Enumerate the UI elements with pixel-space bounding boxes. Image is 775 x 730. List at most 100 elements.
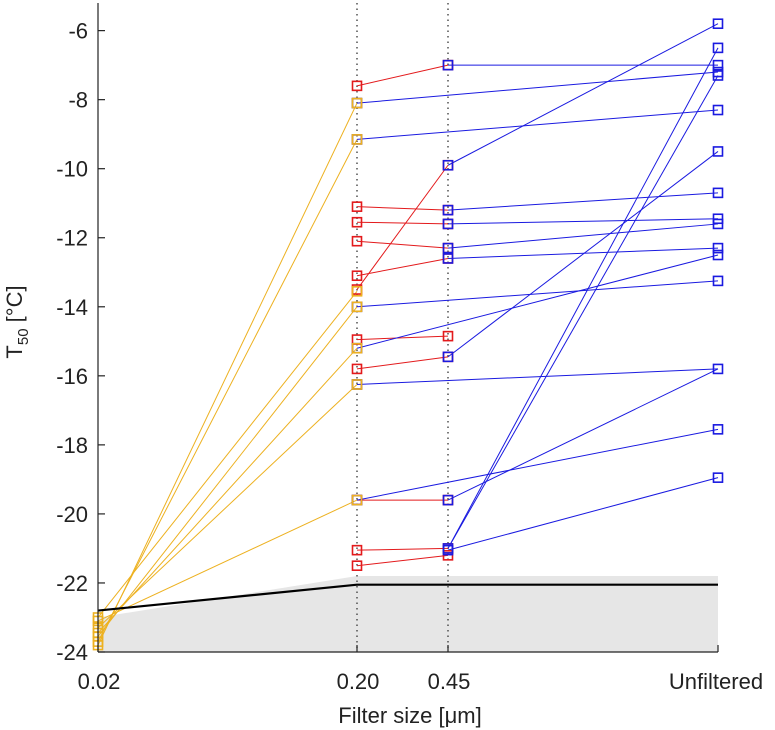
series-segment bbox=[447, 218, 719, 225]
x-tick-label: 0.02 bbox=[78, 669, 121, 694]
data-point-marker bbox=[442, 59, 454, 71]
dotted-vertical-lines bbox=[356, 3, 449, 652]
x-tick-label: Unfiltered bbox=[669, 669, 763, 694]
data-point-marker bbox=[351, 80, 363, 92]
x-tick-label: 0.45 bbox=[428, 669, 471, 694]
black-line-layer bbox=[97, 583, 718, 612]
data-point-marker bbox=[712, 249, 724, 261]
series-segment bbox=[356, 240, 449, 249]
series-segment bbox=[356, 221, 449, 225]
data-point-marker bbox=[351, 379, 363, 390]
y-tick-label: -14 bbox=[56, 295, 88, 320]
markers-layer bbox=[92, 18, 724, 651]
data-point-marker bbox=[351, 134, 363, 145]
data-point-marker bbox=[442, 204, 454, 216]
data-point-marker bbox=[351, 285, 363, 297]
data-point-marker bbox=[351, 235, 363, 247]
series-segment bbox=[356, 64, 449, 87]
series-segment bbox=[356, 280, 719, 308]
segments-layer bbox=[97, 23, 719, 646]
series-segment bbox=[356, 206, 449, 211]
data-point-marker bbox=[442, 330, 454, 342]
series-segment bbox=[97, 290, 358, 618]
series-segment bbox=[356, 547, 449, 551]
y-axis-title-unit: [°C] bbox=[2, 285, 27, 328]
reference-line bbox=[97, 583, 718, 612]
data-point-marker bbox=[351, 560, 363, 571]
series-segment bbox=[97, 499, 358, 622]
data-point-marker bbox=[351, 270, 363, 282]
series-segment bbox=[356, 254, 719, 349]
series-segment bbox=[356, 71, 719, 104]
series-segment bbox=[356, 368, 719, 385]
y-axis-title-subscript: 50 bbox=[15, 328, 32, 345]
data-point-marker bbox=[712, 275, 724, 287]
series-segment bbox=[97, 102, 358, 646]
data-point-marker bbox=[442, 494, 454, 506]
data-point-marker bbox=[712, 187, 724, 199]
x-axis-title: Filter size [μm] bbox=[338, 703, 481, 728]
series-segment bbox=[356, 356, 449, 370]
data-point-marker bbox=[442, 351, 454, 363]
series-segment bbox=[356, 335, 449, 341]
data-point-marker bbox=[351, 544, 363, 556]
x-tick-label: 0.20 bbox=[337, 669, 380, 694]
series-segment bbox=[356, 428, 719, 501]
data-point-marker bbox=[351, 201, 363, 212]
series-segment bbox=[447, 23, 719, 166]
series-segment bbox=[447, 223, 719, 249]
data-point-marker bbox=[712, 472, 724, 483]
data-point-marker bbox=[712, 18, 724, 30]
y-tick-label: -18 bbox=[56, 433, 88, 458]
data-point-marker bbox=[351, 216, 363, 228]
y-tick-label: -12 bbox=[56, 226, 88, 251]
y-tick-label: -22 bbox=[56, 571, 88, 596]
series-segment bbox=[447, 151, 719, 358]
y-tick-label: -20 bbox=[56, 502, 88, 527]
axes-layer bbox=[97, 3, 719, 653]
series-segment bbox=[356, 164, 449, 290]
data-point-marker bbox=[442, 218, 454, 230]
y-tick-label: -10 bbox=[56, 157, 88, 182]
series-segment bbox=[97, 139, 358, 642]
data-point-marker bbox=[712, 242, 724, 254]
series-segment bbox=[97, 347, 358, 634]
y-tick-label: -16 bbox=[56, 364, 88, 389]
series-segment bbox=[447, 247, 719, 259]
data-point-marker bbox=[442, 242, 454, 254]
data-point-marker bbox=[351, 342, 363, 354]
data-point-marker bbox=[712, 218, 724, 230]
background-band bbox=[98, 576, 718, 652]
series-segment bbox=[447, 47, 719, 549]
data-point-marker bbox=[351, 97, 363, 109]
background-band-layer bbox=[98, 576, 718, 652]
data-point-marker bbox=[351, 363, 363, 375]
data-point-marker bbox=[712, 424, 724, 435]
series-segment bbox=[356, 257, 449, 277]
y-axis-title: T50 [°C] bbox=[2, 285, 32, 358]
y-tick-label: -24 bbox=[56, 640, 88, 665]
data-point-marker bbox=[351, 494, 363, 506]
data-point-marker bbox=[712, 146, 724, 157]
tick-labels-layer: -24 -22 -20 -18 -16 -14 -12 -10 -8 -6 0.02 0.20 0.45… bbox=[56, 19, 763, 694]
series-segment bbox=[356, 554, 449, 567]
y-axis-title-main: T bbox=[2, 345, 27, 358]
series-segment bbox=[447, 192, 719, 211]
data-point-marker bbox=[712, 42, 724, 54]
data-point-marker bbox=[442, 159, 454, 171]
data-point-marker bbox=[442, 253, 454, 264]
data-point-marker bbox=[442, 544, 454, 556]
series-segment bbox=[447, 368, 719, 501]
y-tick-label: -6 bbox=[68, 19, 88, 44]
data-point-marker bbox=[351, 301, 363, 313]
series-segment bbox=[97, 384, 358, 629]
data-point-marker bbox=[712, 104, 724, 116]
data-point-marker bbox=[712, 70, 724, 81]
data-point-marker bbox=[712, 59, 724, 71]
series-segment bbox=[447, 477, 719, 551]
series-segment bbox=[447, 75, 719, 549]
series-segment bbox=[97, 306, 358, 637]
data-point-marker bbox=[712, 363, 724, 375]
y-tick-label: -8 bbox=[68, 88, 88, 113]
